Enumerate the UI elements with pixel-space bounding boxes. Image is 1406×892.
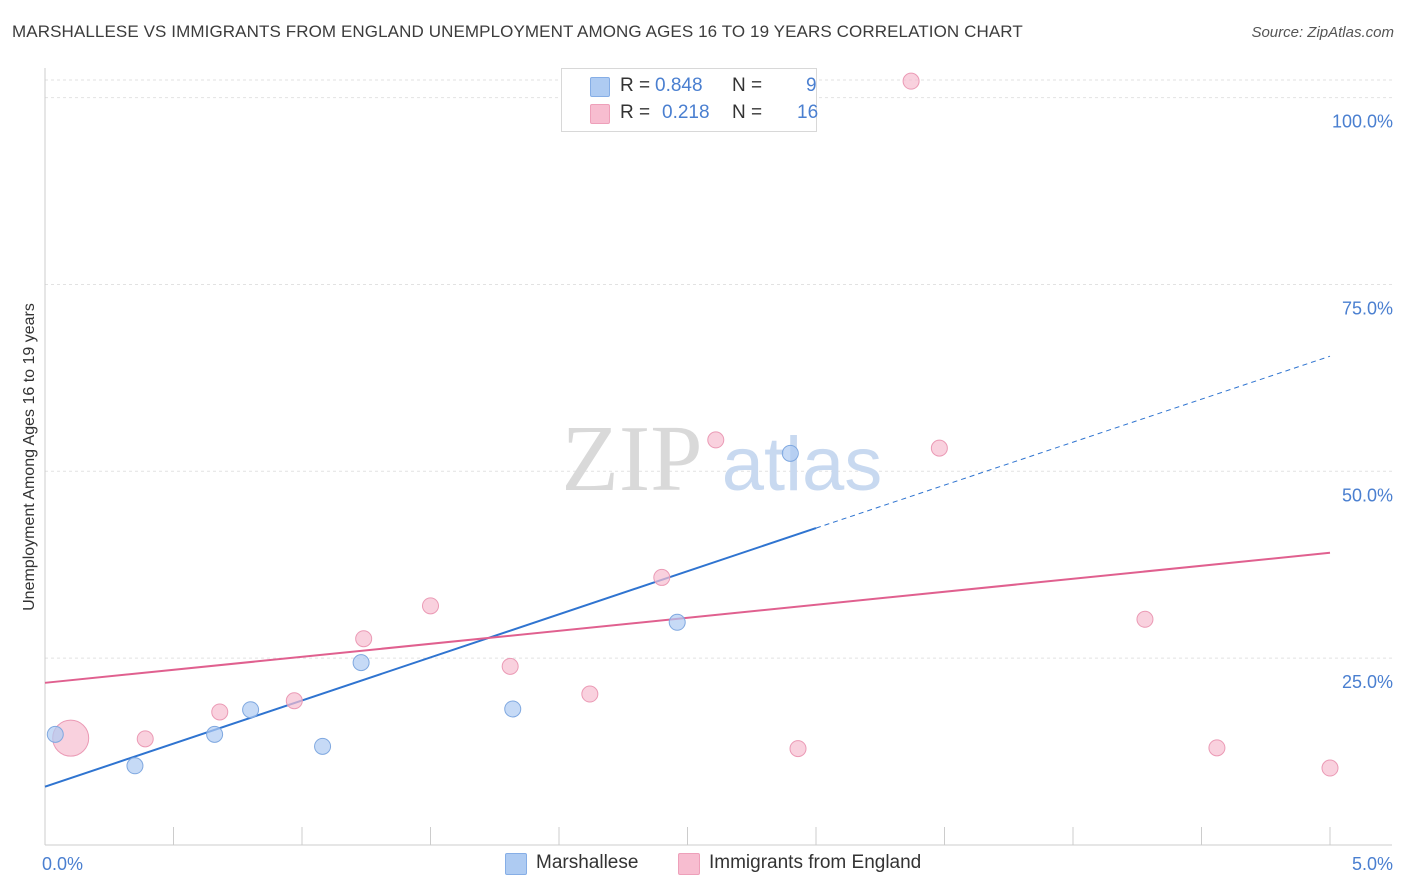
y-tick-label: 100.0% — [1332, 112, 1393, 132]
legend-r-label: R = — [620, 102, 651, 123]
y-axis-label: Unemployment Among Ages 16 to 19 years — [21, 303, 38, 611]
axis-layer — [44, 68, 1392, 846]
marshallese-point — [504, 700, 522, 718]
marshallese-point — [206, 725, 224, 743]
england-point — [902, 72, 920, 90]
marshallese-trend-extension — [815, 355, 1331, 529]
england-point — [581, 685, 599, 703]
correlation-legend: R = 0.848 N = 9 R = 0.218 N = 16 — [561, 68, 819, 132]
marshallese-point — [781, 444, 799, 462]
bottom-legend-swatch-blue — [505, 853, 527, 875]
y-tick-label: 50.0% — [1342, 485, 1393, 505]
y-tick-label: 25.0% — [1342, 672, 1393, 692]
bottom-legend-label: Immigrants from England — [709, 852, 922, 873]
england-trend-line — [44, 551, 1331, 684]
x-tick-label: 0.0% — [42, 854, 83, 874]
legend-r-label: R = — [620, 75, 651, 96]
england-point — [422, 597, 439, 615]
england-point — [211, 703, 229, 721]
bottom-legend-swatch-pink — [678, 853, 700, 875]
y-tick-label: 75.0% — [1342, 298, 1393, 318]
marshallese-point — [668, 613, 686, 631]
trend-lines — [44, 355, 1331, 788]
england-point — [1321, 759, 1339, 777]
data-points — [46, 72, 1339, 777]
legend-n-label: N = — [732, 102, 763, 123]
bottom-legend-label: Marshallese — [536, 852, 639, 873]
legend-n-value: 16 — [797, 102, 819, 123]
england-point — [285, 692, 303, 710]
england-point — [930, 439, 948, 457]
tick-labels: 25.0% 50.0% 75.0% 100.0% 0.0% 5.0% — [42, 112, 1393, 874]
england-point — [355, 630, 373, 648]
grid-layer — [45, 79, 1392, 659]
england-point — [653, 568, 671, 586]
marshallese-point — [314, 737, 332, 755]
england-point — [1208, 739, 1226, 757]
x-tick-label: 5.0% — [1352, 854, 1393, 874]
legend-n-value: 9 — [806, 75, 817, 96]
legend-r-value: 0.218 — [662, 102, 710, 123]
marshallese-point — [126, 757, 144, 775]
legend-swatch-blue — [590, 77, 610, 97]
chart-title: MARSHALLESE VS IMMIGRANTS FROM ENGLAND U… — [12, 22, 1023, 41]
england-point — [707, 431, 725, 449]
legend-swatch-pink — [590, 104, 610, 124]
legend-r-value: 0.848 — [655, 75, 703, 96]
marshallese-point — [46, 725, 64, 743]
marshallese-trend-line — [44, 527, 817, 788]
england-point — [1136, 610, 1154, 628]
watermark-zip: ZIP — [562, 407, 703, 511]
england-point — [501, 657, 519, 675]
marshallese-point — [352, 654, 370, 672]
source-label: Source: ZipAtlas.com — [1251, 24, 1394, 41]
legend-n-label: N = — [732, 75, 763, 96]
watermark: ZIP atlas — [562, 407, 883, 511]
marshallese-point — [242, 701, 260, 719]
england-point — [136, 730, 154, 748]
england-point — [789, 740, 807, 758]
watermark-atlas: atlas — [722, 422, 883, 507]
